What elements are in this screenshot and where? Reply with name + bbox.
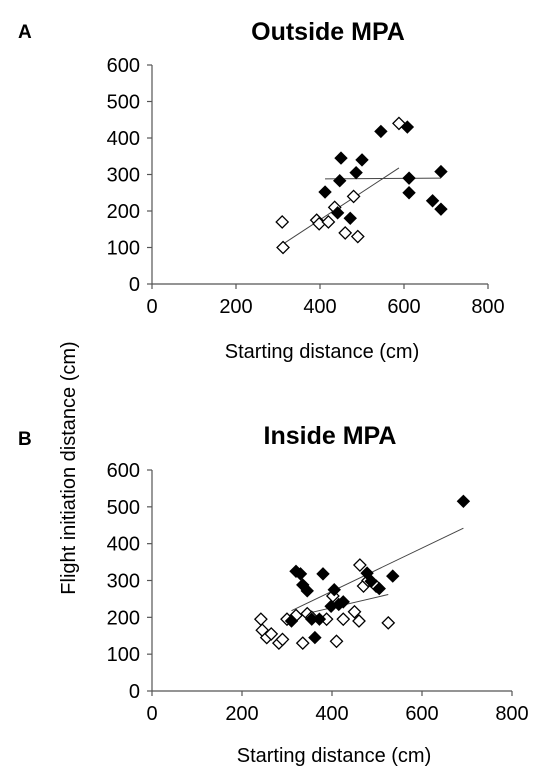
filled-diamond-point [435,203,447,215]
shared-y-axis-label: Flight initiation distance (cm) [58,341,80,594]
y-tick-label: 400 [107,534,140,556]
filled-diamond-point [334,175,346,187]
trend-line-filled [292,528,464,611]
open-diamond-point [277,242,289,254]
filled-diamond-point [317,568,329,580]
x-tick-label: 600 [387,296,420,318]
open-diamond-point [276,216,288,228]
open-diamond-point [337,613,349,625]
y-tick-label: 500 [107,497,140,519]
open-diamond-point [352,231,364,243]
y-tick-label: 600 [107,55,140,77]
filled-diamond-point [403,172,415,184]
panel-label: A [18,22,32,43]
filled-diamond-point [403,187,415,199]
open-diamond-point [382,617,394,629]
x-tick-label: 0 [146,296,157,318]
filled-diamond-point [375,125,387,137]
filled-diamond-point [435,166,447,178]
y-tick-label: 200 [107,201,140,223]
open-diamond-point [331,635,343,647]
filled-diamond-point [319,186,331,198]
y-tick-label: 100 [107,644,140,666]
filled-diamond-point [387,570,399,582]
chart-panel-a: A Outside MPA 0 100 200 300 400 500 600 0 200 400 60… [18,18,505,363]
y-tick-label: 300 [107,165,140,187]
x-tick-label: 200 [219,296,252,318]
y-tick-label: 200 [107,607,140,629]
x-tick-label: 400 [303,296,336,318]
filled-diamond-point [427,195,439,207]
filled-diamond-point [335,152,347,164]
open-diamond-point [297,637,309,649]
open-diamond-point [322,216,334,228]
y-tick-label: 500 [107,92,140,114]
filled-diamond-point [344,212,356,224]
x-tick-label: 800 [471,296,504,318]
chart-title: Outside MPA [251,18,405,46]
panel-label: B [18,429,32,450]
y-tick-label: 400 [107,128,140,150]
open-diamond-point [339,227,351,239]
x-tick-label: 600 [405,703,438,725]
y-tick-label: 600 [107,460,140,482]
filled-diamond-point [356,154,368,166]
filled-diamond-point [350,167,362,179]
x-tick-label: 400 [315,703,348,725]
x-axis-label: Starting distance (cm) [225,341,420,363]
x-tick-label: 200 [225,703,258,725]
y-tick-label: 0 [129,681,140,703]
y-tick-label: 100 [107,238,140,260]
chart-title: Inside MPA [264,422,397,450]
x-tick-label: 0 [146,703,157,725]
x-axis-label: Starting distance (cm) [237,745,432,767]
filled-diamond-point [457,495,469,507]
y-tick-label: 300 [107,571,140,593]
x-tick-label: 800 [495,703,528,725]
open-diamond-point [255,613,267,625]
y-tick-label: 0 [129,274,140,296]
filled-diamond-point [309,632,321,644]
chart-panel-b: B Inside MPA 0 100 200 300 400 500 600 0 200 400 600… [18,422,529,767]
open-diamond-point [354,559,366,571]
